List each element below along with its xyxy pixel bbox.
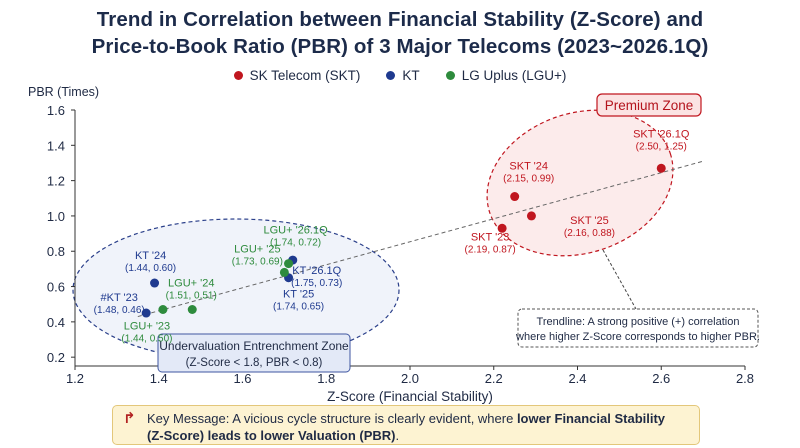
point-lgu [279, 267, 289, 277]
point-value-kt: (1.44, 0.60) [125, 263, 176, 274]
x-tick-label: 1.2 [66, 371, 84, 386]
legend-label-lgu: LG Uplus (LGU+) [461, 68, 567, 83]
key-message-bold1: lower Financial Stability [516, 411, 666, 426]
point-skt [510, 192, 520, 202]
point-value-skt: (2.16, 0.88) [564, 228, 615, 239]
legend-marker-kt [386, 71, 396, 80]
point-label-lgu: LGU+ '24 [168, 278, 214, 290]
key-message-end: . [395, 428, 400, 443]
point-value-kt: (1.48, 0.46) [94, 305, 145, 316]
underval-zone-label-box [157, 333, 351, 373]
point-value-kt: (1.74, 0.65) [273, 302, 324, 313]
legend-item-kt: KT [386, 68, 420, 83]
legend-label-skt: SK Telecom (SKT) [249, 68, 361, 83]
trend-note-line1: Trendline: A strong positive (+) correla… [537, 316, 740, 328]
point-lgu [284, 259, 294, 269]
underval-zone-label-line2: (Z-Score < 1.8, PBR < 0.8) [186, 357, 323, 369]
y-axis-label: PBR (Times) [28, 85, 99, 99]
y-tick-label: 0.2 [47, 350, 65, 365]
point-value-lgu: (1.74, 0.72) [270, 238, 321, 249]
point-kt [150, 278, 160, 288]
point-value-lgu: (1.44, 0.50) [121, 334, 172, 345]
x-tick-label: 2.0 [401, 371, 419, 386]
legend-label-kt: KT [402, 68, 420, 83]
point-skt [497, 223, 507, 233]
point-label-skt: SKT '23 [471, 231, 510, 243]
x-tick-label: 1.6 [233, 371, 251, 386]
legend-item-lgu: LG Uplus (LGU+) [445, 68, 567, 83]
trend-note-box [517, 308, 759, 348]
point-kt [141, 308, 151, 318]
point-skt [526, 211, 536, 221]
premium-zone-label: Premium Zone [605, 98, 694, 113]
legend-item-skt: SK Telecom (SKT) [233, 68, 361, 83]
x-axis-label: Z-Score (Financial Stability) [327, 389, 493, 404]
y-tick-label: 0.4 [47, 315, 65, 330]
point-label-kt: KT '26.1Q [292, 265, 341, 277]
y-tick-label: 1.4 [47, 138, 65, 153]
chart-title-line2: Price-to-Book Ratio (PBR) of 3 Major Tel… [91, 35, 709, 58]
premium-zone-label-box [596, 93, 702, 117]
point-label-lgu: LGU+ '25 [234, 243, 280, 255]
point-value-lgu: (1.51, 0.51) [166, 291, 217, 302]
point-value-skt: (2.50, 1.25) [636, 141, 687, 152]
legend-marker-lgu [445, 71, 455, 80]
point-skt [656, 163, 666, 173]
y-tick-label: 0.8 [47, 244, 65, 259]
point-label-kt: KT '24 [135, 250, 166, 262]
point-label-skt: SKT '25 [570, 215, 609, 227]
legend-marker-skt [233, 71, 243, 80]
x-tick-label: 2.8 [736, 371, 754, 386]
point-label-lgu: LGU+ '23 [124, 321, 170, 333]
point-lgu [187, 305, 197, 315]
arrow-icon: ↱ [123, 410, 136, 427]
point-lgu [158, 305, 168, 315]
x-tick-label: 2.4 [568, 371, 586, 386]
point-label-kt: KT '25 [283, 289, 314, 301]
x-tick-label: 2.2 [485, 371, 503, 386]
trend-note-line2: where higher Z-Score corresponds to high… [515, 331, 760, 343]
y-tick-label: 1.0 [47, 209, 65, 224]
point-value-skt: (2.15, 0.99) [503, 174, 554, 185]
point-label-lgu: LGU+ '26.1Q [263, 225, 328, 237]
key-message-box: ↱ Key Message: A vicious cycle structure… [112, 405, 700, 445]
point-value-kt: (1.75, 0.73) [291, 278, 342, 289]
point-label-skt: SKT '24 [509, 161, 548, 173]
key-message-bold2: (Z-Score) leads to lower Valuation (PBR) [147, 428, 396, 443]
y-tick-label: 0.6 [47, 280, 65, 295]
legend: SK Telecom (SKT) KT LG Uplus (LGU+) [0, 68, 800, 83]
chart-title-line1: Trend in Correlation between Financial S… [96, 8, 704, 31]
x-tick-label: 1.4 [150, 371, 168, 386]
point-label-kt: #KT '23 [101, 292, 138, 304]
underval-zone-label-line1: Undervaluation Entrenchment Zone [159, 339, 349, 353]
trend-note-leader [602, 249, 637, 310]
point-value-skt: (2.19, 0.87) [465, 244, 516, 255]
key-message-text: Key Message: A vicious cycle structure i… [147, 411, 517, 426]
point-value-lgu: (1.73, 0.69) [232, 256, 283, 267]
x-tick-label: 2.6 [652, 371, 670, 386]
x-tick-label: 1.8 [317, 371, 335, 386]
point-label-skt: SKT '26.1Q [633, 128, 690, 140]
y-tick-label: 1.2 [47, 174, 65, 189]
y-tick-label: 1.6 [47, 103, 65, 118]
